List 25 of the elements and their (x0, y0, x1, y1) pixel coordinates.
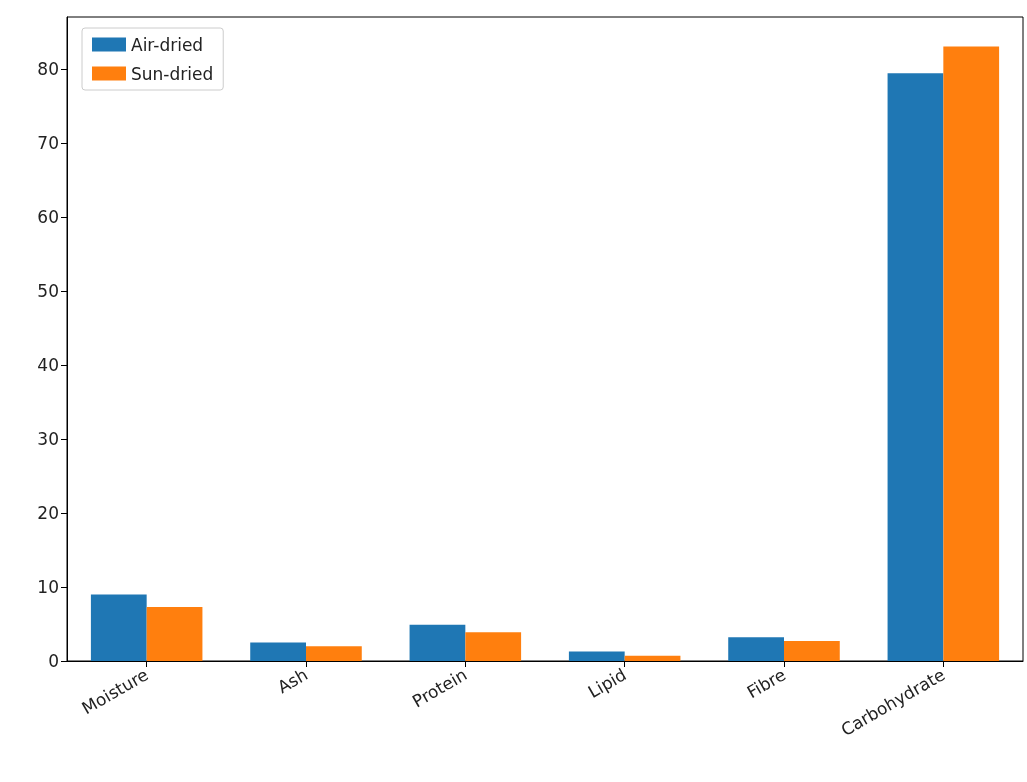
y-tick-label: 70 (37, 132, 59, 153)
bar (568, 651, 625, 661)
bar (784, 641, 840, 661)
y-tick-label: 80 (37, 58, 59, 79)
x-tick-label: Ash (273, 664, 311, 698)
bar (409, 624, 466, 661)
y-tick-label: 20 (37, 502, 59, 523)
legend-label: Sun-dried (131, 63, 214, 84)
y-tick-label: 60 (37, 206, 59, 227)
x-tick-label: Fibre (743, 664, 789, 703)
bar (465, 632, 522, 661)
bar (90, 594, 147, 661)
y-tick-label: 0 (48, 651, 59, 671)
bar (250, 642, 306, 661)
legend-label: Air-dried (131, 34, 204, 55)
bar (624, 655, 681, 661)
bar (306, 646, 362, 661)
bar (943, 46, 1000, 661)
bar (146, 606, 203, 661)
y-tick-label: 10 (37, 576, 59, 597)
y-tick-label: 30 (37, 428, 59, 449)
bar (887, 73, 944, 661)
bar (728, 637, 784, 661)
y-tick-label: 40 (37, 354, 59, 375)
y-tick-label: 50 (37, 280, 59, 301)
